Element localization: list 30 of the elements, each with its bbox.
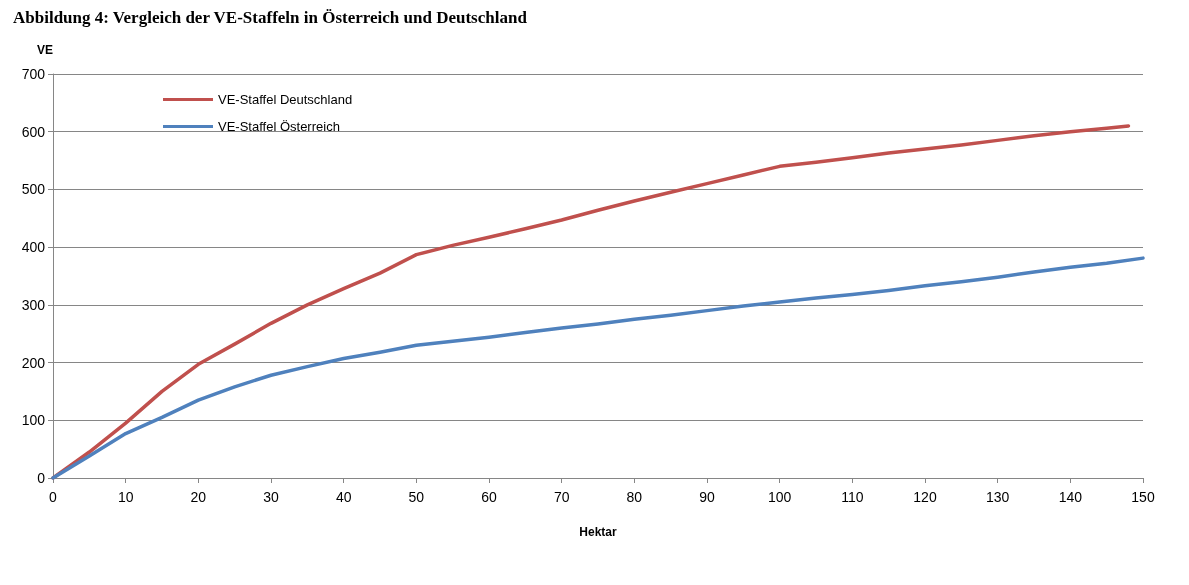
y-tick-label: 300 bbox=[21, 296, 46, 313]
x-tick-label: 150 bbox=[1131, 489, 1155, 505]
x-tick-label: 80 bbox=[626, 489, 643, 505]
y-tick-label: 100 bbox=[21, 412, 46, 429]
y-tick-label: 600 bbox=[21, 123, 46, 140]
x-tick-label: 130 bbox=[985, 489, 1010, 505]
x-tick-label: 140 bbox=[1058, 489, 1083, 505]
x-tick-label: 40 bbox=[335, 489, 352, 505]
x-tick-label: 70 bbox=[553, 489, 570, 505]
y-tick-label: 400 bbox=[21, 239, 46, 256]
y-tick-label: 200 bbox=[21, 354, 46, 371]
line-series bbox=[51, 256, 1145, 480]
x-tick-label: 110 bbox=[841, 489, 864, 505]
x-tick-label: 10 bbox=[117, 489, 134, 505]
x-tick-label: 50 bbox=[408, 489, 425, 505]
x-tick-label: 60 bbox=[481, 489, 497, 505]
legend-label: VE-Staffel Österreich bbox=[218, 119, 340, 134]
y-tick-label: 700 bbox=[21, 66, 46, 82]
x-tick-label: 20 bbox=[190, 489, 207, 505]
x-tick-label: 30 bbox=[263, 489, 279, 505]
legend-label: VE-Staffel Deutschland bbox=[218, 92, 353, 107]
x-tick-label: 120 bbox=[913, 489, 937, 505]
x-tick-label: 90 bbox=[699, 489, 715, 505]
x-tick-label: 0 bbox=[49, 489, 58, 505]
x-tick-label: 100 bbox=[767, 489, 792, 505]
chart-title: Abbildung 4: Vergleich der VE-Staffeln in Österreich und Deutschland bbox=[13, 8, 528, 27]
y-tick-label: 0 bbox=[37, 470, 46, 486]
y-axis-title: VE bbox=[36, 43, 53, 57]
x-axis-title: Hektar bbox=[579, 525, 617, 539]
y-tick-label: 500 bbox=[21, 181, 46, 198]
